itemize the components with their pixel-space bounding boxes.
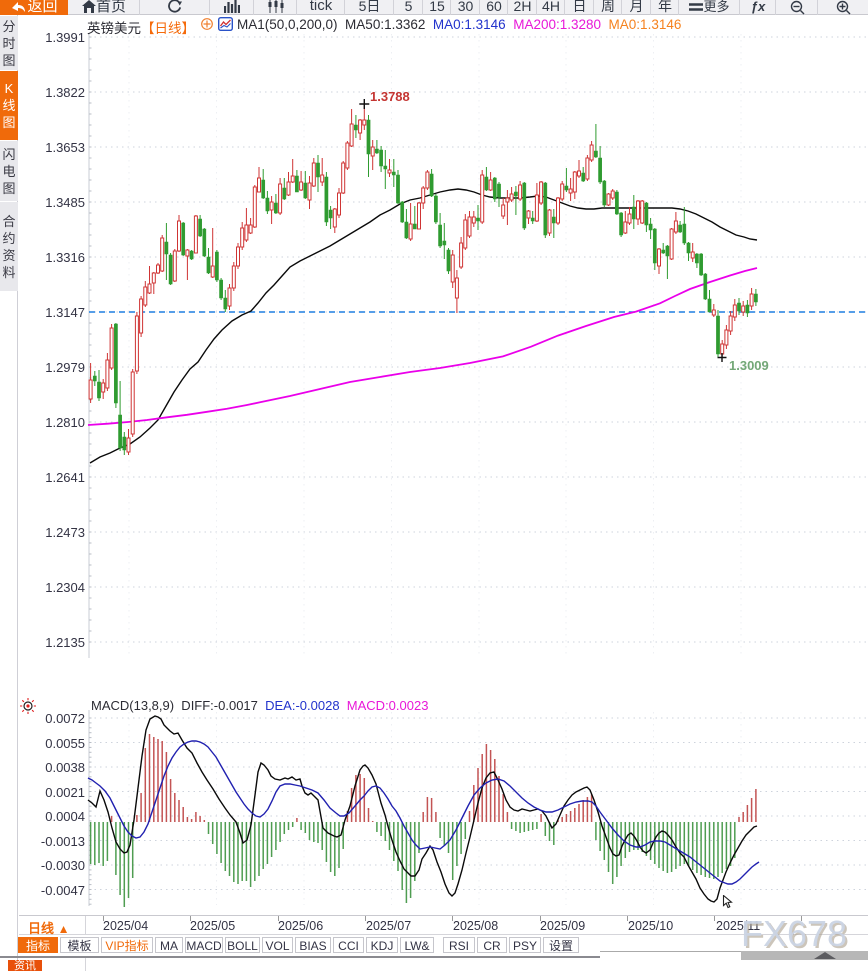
svg-text:1.3788: 1.3788 bbox=[370, 89, 410, 104]
svg-text:1.3009: 1.3009 bbox=[729, 358, 769, 373]
